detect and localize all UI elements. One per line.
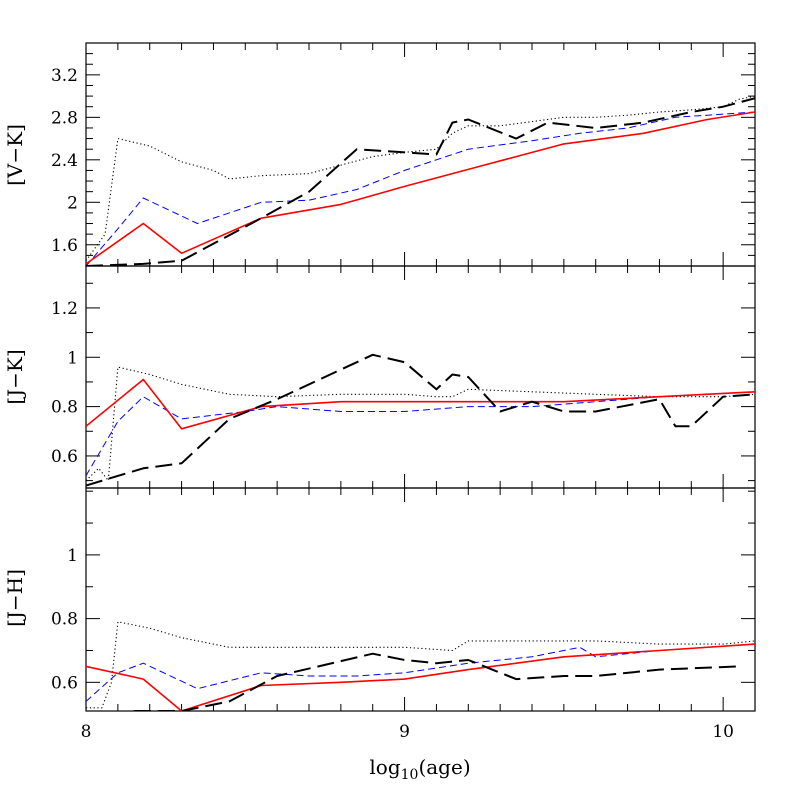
series-line-solid: [86, 378, 755, 430]
series-line-dotted: [86, 366, 755, 482]
ylabel-j-k: [J−K]: [3, 349, 27, 404]
series-line-long-dash: [86, 353, 755, 487]
plot-frame: [85, 42, 756, 267]
y-tick-label: 3.2: [51, 66, 78, 86]
xlabel: log10(age): [369, 755, 470, 783]
series-line-short-dash: [86, 111, 755, 266]
y-tick-label: 1.6: [51, 236, 78, 256]
y-tick-label: 0.8: [51, 610, 78, 630]
series-line-short-dash: [86, 643, 755, 702]
panel-j-k: [J−K] 0.6 0.8 1 1.2: [3, 265, 756, 489]
series-line-solid: [86, 111, 755, 265]
y-tick-label: 1: [67, 348, 78, 368]
y-tick-label: 0.6: [51, 447, 78, 467]
x-tick-label: 8: [81, 722, 92, 742]
series-line-long-dash: [133, 652, 740, 711]
y-tick-label: 1.2: [51, 299, 78, 319]
series-group: [86, 353, 755, 487]
x-tick-label: 9: [399, 722, 410, 742]
y-tick-label: 1: [67, 546, 78, 566]
x-tick-label: 10: [712, 722, 734, 742]
series-line-solid: [86, 643, 755, 711]
series-line-dotted: [86, 621, 755, 709]
y-tick-label: 0.6: [51, 673, 78, 693]
y-tick-label: 2.8: [51, 108, 78, 128]
series-group: [86, 95, 755, 266]
y-tick-label: 2: [67, 193, 78, 213]
y-tick-label: 2.4: [51, 151, 78, 171]
plot-frame: [85, 487, 756, 712]
series-line-short-dash: [86, 391, 755, 476]
series-group: [86, 621, 755, 711]
panel-j-h: [J−H] 0.6 0.8 1 8 9 10: [3, 487, 756, 742]
panel-v-k: [V−K] 1.6 2 2.4 2.8 3.2: [3, 42, 756, 267]
ylabel-j-h: [J−H]: [3, 569, 27, 627]
ylabel-v-k: [V−K]: [3, 124, 27, 186]
y-tick-label: 0.8: [51, 398, 78, 418]
